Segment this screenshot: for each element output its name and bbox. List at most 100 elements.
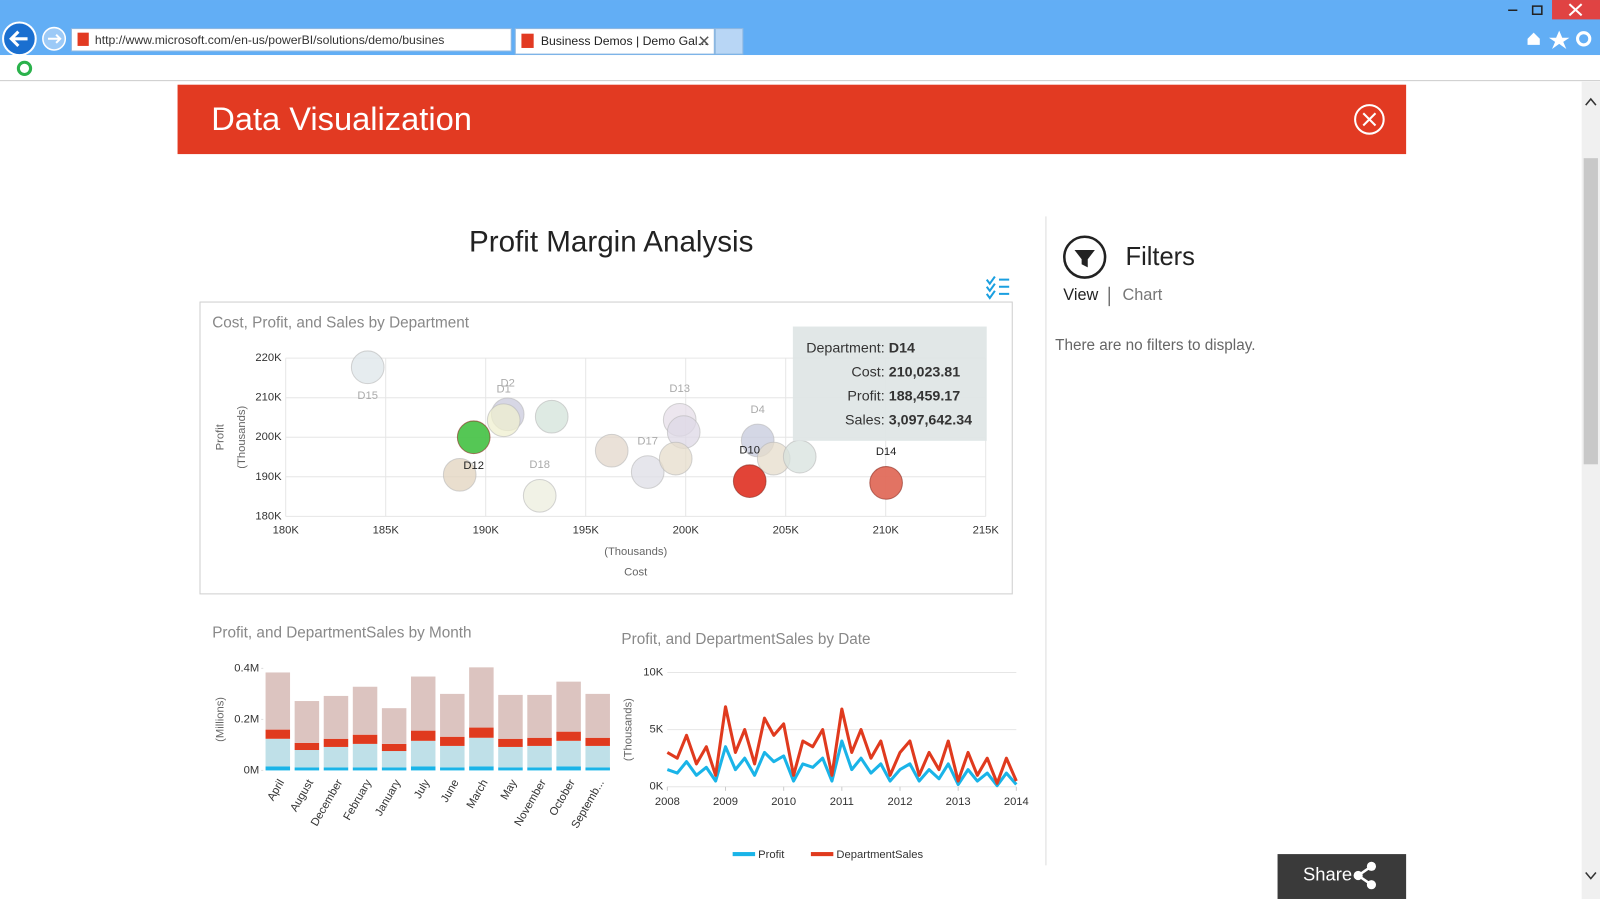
new-tab[interactable] (714, 28, 744, 55)
tooltip-label: Department: (806, 341, 884, 357)
bubble (732, 464, 767, 498)
x-tick-label: 200K (673, 525, 700, 537)
x-tick-label: October (548, 777, 578, 818)
bar-segment (410, 676, 436, 731)
x-tick-label: August (288, 777, 316, 814)
y-tick-label: 220K (255, 352, 282, 364)
tooltip-label: Sales: (845, 413, 885, 429)
y-tick-label: 210K (255, 392, 282, 404)
bubble (442, 457, 477, 492)
x-axis-unit: (Thousands) (604, 546, 667, 558)
bar-segment (527, 737, 552, 746)
chart-title: Profit, and DepartmentSales by Date (621, 631, 870, 648)
share-button[interactable] (1277, 854, 1407, 899)
view-tab[interactable]: View (1063, 286, 1098, 304)
bar-segment (323, 767, 349, 771)
home-icon[interactable] (1527, 32, 1540, 45)
point-label: D10 (739, 445, 760, 457)
share-node (1366, 861, 1377, 871)
report-title: Profit Margin Analysis (469, 226, 753, 259)
point-label: D15 (357, 390, 378, 402)
tooltip-label: Cost: (851, 365, 884, 381)
bar-segment (585, 745, 610, 768)
x-tick-label: 215K (973, 525, 1000, 537)
tab-title: Business Demos | Demo Gal... (541, 34, 708, 48)
legend-label: DepartmentSales (836, 849, 923, 861)
address-bar[interactable] (70, 28, 512, 52)
window-controls[interactable] (1508, 3, 1573, 17)
y-tick-label: 0.4M (234, 662, 259, 674)
bar-segment (498, 738, 523, 747)
bubble (456, 420, 491, 455)
filter-icon (1063, 235, 1107, 279)
point-label: D4 (751, 404, 765, 416)
x-tick-label: July (412, 777, 433, 801)
bar-segment (265, 672, 291, 730)
bar-segment (556, 731, 581, 741)
bar-segment (585, 767, 610, 771)
scroll-arrows[interactable] (1585, 97, 1597, 880)
bar-segment (556, 681, 581, 732)
point-label: D13 (669, 383, 690, 395)
toolbar (0, 55, 1600, 81)
x-tick-label: March (465, 778, 491, 811)
filters-title: Filters (1126, 243, 1195, 271)
bar-segment (265, 766, 291, 771)
list-icon[interactable] (985, 275, 1010, 300)
x-tick-label: 2008 (655, 796, 680, 808)
y-tick-label: 190K (255, 471, 282, 483)
bar-segment (469, 667, 494, 728)
bar-segment (585, 737, 610, 746)
point-label: D14 (876, 446, 897, 458)
close-button[interactable] (1354, 104, 1385, 135)
x-axis-title: Cost (624, 566, 648, 578)
legend-swatch (810, 852, 834, 857)
x-tick-label: 190K (473, 525, 500, 537)
tab[interactable] (514, 28, 715, 55)
scroll-thumb[interactable] (1583, 158, 1598, 465)
header-bar (177, 84, 1407, 155)
bubble (534, 399, 569, 434)
chart-title: Profit, and DepartmentSales by Month (212, 625, 471, 642)
x-tick-label: April (265, 778, 287, 803)
bar-segment (265, 738, 291, 767)
bar-segment (527, 745, 552, 768)
bubble (594, 433, 629, 468)
tab-close[interactable] (699, 36, 709, 46)
chart-tab[interactable]: Chart (1122, 286, 1162, 304)
bar-segment (469, 727, 494, 738)
bar-segment (469, 737, 494, 767)
back-arrow (9, 30, 28, 48)
no-filters: There are no filters to display. (1055, 337, 1255, 354)
url: http://www.microsoft.com/en-us/powerBI/s… (95, 33, 445, 47)
bar-segment (381, 751, 407, 768)
bar-segment (410, 730, 436, 741)
x-tick-label: January (373, 777, 404, 818)
bar-segment (352, 734, 378, 744)
bar-segment (410, 766, 436, 771)
x-tick-label: 2010 (771, 796, 796, 808)
favorites-icon[interactable] (1548, 30, 1570, 49)
line-series (666, 705, 1018, 785)
x-tick-label: June (439, 778, 462, 805)
bar-segment (527, 694, 552, 738)
extension-icon[interactable] (16, 60, 33, 77)
tooltip-value: 188,459.17 (889, 389, 960, 405)
funnel (1074, 250, 1095, 268)
y-tick-label: 10K (643, 666, 663, 678)
bar-segment (352, 686, 378, 735)
y-tick-label: 5K (650, 724, 664, 736)
y-tick-label: 0M (244, 764, 260, 776)
bar-segment (323, 746, 349, 768)
settings-icon[interactable] (1576, 31, 1592, 47)
bar-segment (294, 742, 320, 751)
forward-arrow (47, 33, 62, 44)
bubble (869, 466, 903, 500)
x-tick-label: May (499, 777, 520, 802)
bar-segment (440, 693, 465, 737)
bar-segment (352, 767, 378, 771)
close-x (1568, 3, 1583, 17)
x-tick-label: 195K (573, 525, 600, 537)
